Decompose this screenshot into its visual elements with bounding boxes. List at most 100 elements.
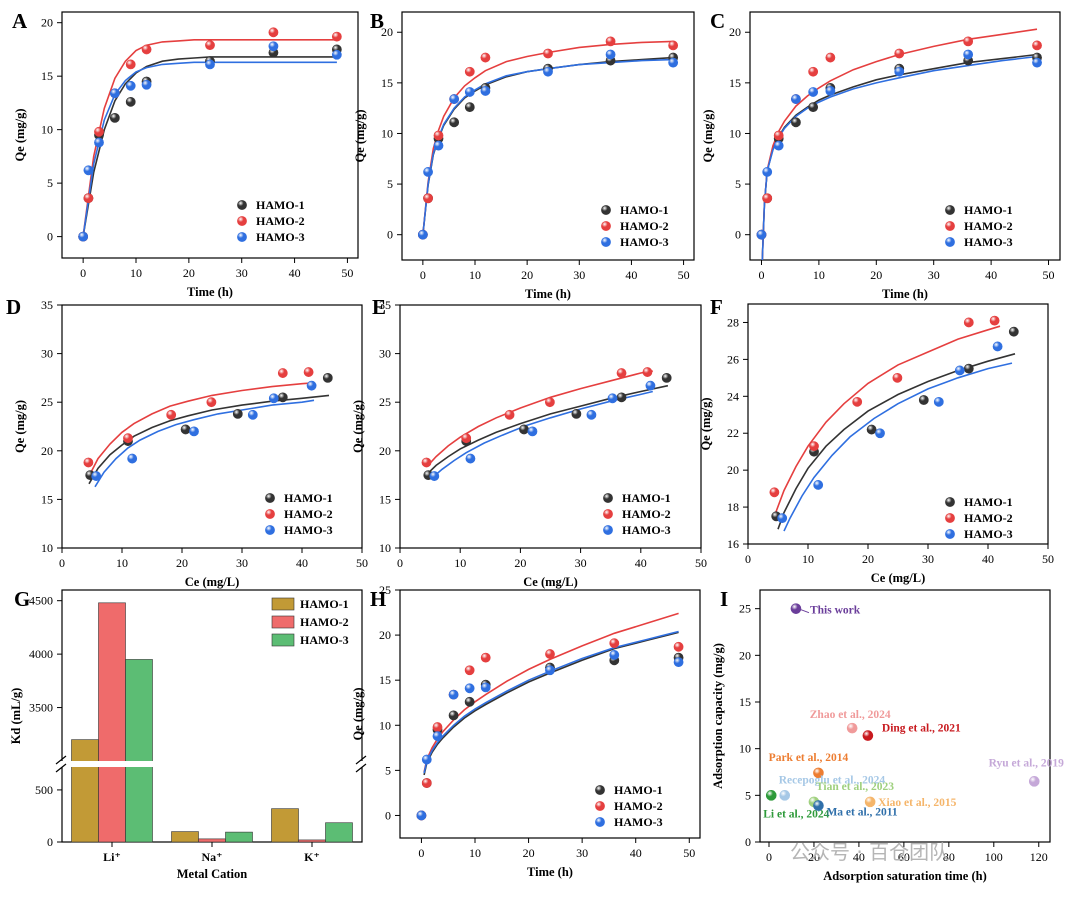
y-axis-title: Kd (mL/g) [9,688,23,745]
x-tick-label: 30 [928,268,940,282]
plot-frame [749,11,1061,261]
legend-label: HAMO-2 [256,214,305,228]
panel-f: F 0 10 20 30 40 50 16 18 20 22 24 26 28 Ce (mg/L) Qe (m… [699,295,1054,585]
data-point-hamo-2 [762,193,773,204]
data-point-hamo-2 [825,52,836,63]
legend-label: HAMO-3 [256,230,305,244]
y-tick-label: 25 [739,602,751,616]
data-point-hamo-2 [421,457,432,468]
legend-label: HAMO-3 [622,523,671,537]
data-point-hamo-2 [166,409,177,420]
axis-break-mark [55,755,67,765]
x-tick-label: 50 [341,266,353,280]
y-tick-label: 15 [379,673,391,687]
data-point-hamo-2 [464,665,475,676]
data-point-hamo-2 [852,396,863,407]
y-tick-label: 20 [379,628,391,642]
y-tick-label: 10 [41,541,53,555]
data-point-hamo-3 [773,140,784,151]
axis-break-gap [54,761,370,767]
plot-frame [61,304,363,549]
y-tick-label: 0 [735,228,741,242]
legend-marker-hamo-1 [237,200,247,210]
legend-label: HAMO-3 [284,523,333,537]
x-tick-label: 40 [853,850,865,864]
data-point-hamo-2 [616,368,627,378]
data-point-hamo-3 [992,341,1003,352]
y-tick-label: 0 [745,835,751,849]
data-point-hamo-2 [421,778,432,788]
panel-b: B 0 10 20 30 40 50 0 5 10 15 20 Time (h) Qe (mg/g) HAM… [353,9,695,301]
y-tick-label: 15 [379,492,391,506]
data-point-hamo-2 [141,44,152,55]
data-point-hamo-2 [480,652,491,663]
data-point-hamo-3 [480,682,491,693]
data-point-hamo-2 [668,40,679,51]
legend-marker-hamo-1 [595,785,605,795]
annotated-point [1028,776,1040,787]
x-tick-label: Li⁺ [103,850,121,864]
data-point-hamo-2 [480,52,491,63]
data-point-hamo-3 [762,167,773,177]
x-tick-label: 20 [183,266,195,280]
data-point-hamo-2 [423,193,433,204]
x-tick-label: 20 [870,268,882,282]
point-label: Zhao et al., 2024 [810,709,891,721]
data-point-hamo-1 [866,424,877,435]
legend-marker-hamo-3 [265,525,275,535]
data-point-hamo-2 [461,433,472,444]
data-point-hamo-2 [1032,40,1042,51]
data-point-hamo-3 [963,49,974,60]
data-point-hamo-2 [963,36,974,47]
x-tick-label: 10 [469,846,481,860]
y-axis-title: Qe (mg/g) [353,109,367,162]
y-axis-title: Adsorption capacity (mg/g) [711,643,725,789]
legend-label: HAMO-2 [964,511,1013,525]
data-point-hamo-2 [432,722,443,732]
data-point-hamo-1 [616,392,627,403]
y-tick-label: 30 [41,347,53,361]
panel-d: D 0 10 20 30 40 50 10 15 20 25 30 35 Ce (mg/L) Qe (mg/… [6,295,368,589]
y-tick-label: 20 [729,25,741,39]
plot-frame [399,589,701,839]
data-point-hamo-2 [543,48,553,59]
data-point-hamo-2 [609,638,620,649]
y-tick-label: 25 [41,395,53,409]
legend-marker-hamo-2 [945,513,955,523]
y-tick-label: 500 [35,783,53,797]
data-point-hamo-3 [91,471,102,481]
point-label: Park et al., 2014 [769,752,849,764]
point-label: Xiao et al., 2015 [878,797,957,809]
legend-marker-hamo-3 [603,525,613,535]
data-point-hamo-3 [668,57,679,68]
y-tick-label: 35 [379,298,391,312]
data-point-hamo-1 [918,395,929,405]
y-tick-label: 0 [387,228,393,242]
bar-hamo-2 [198,838,226,843]
annotated-point [864,796,876,808]
x-tick-label: 20 [523,846,535,860]
data-point-hamo-2 [123,433,133,444]
x-tick-label: 40 [982,552,994,566]
data-point-hamo-1 [109,112,120,123]
y-tick-label: 24 [727,389,739,403]
annotated-point [765,790,777,801]
legend-marker-hamo-2 [237,216,247,226]
x-tick-label: 40 [289,266,301,280]
x-tick-label: 120 [1030,850,1048,864]
legend-marker-hamo-1 [945,497,955,507]
annotated-point [846,722,858,734]
axis-break-mark [55,763,67,773]
x-tick-label: 40 [635,556,647,570]
data-point-hamo-3 [1032,57,1042,68]
data-point-hamo-2 [433,130,444,141]
data-point-hamo-3 [825,86,836,96]
y-tick-label: 20 [41,16,53,30]
y-tick-label: 20 [727,463,739,477]
data-point-hamo-1 [464,102,475,113]
point-label: Ryu et al., 2019 [989,757,1065,769]
legend-marker-hamo-2 [595,801,605,811]
data-point-hamo-2 [773,130,784,141]
